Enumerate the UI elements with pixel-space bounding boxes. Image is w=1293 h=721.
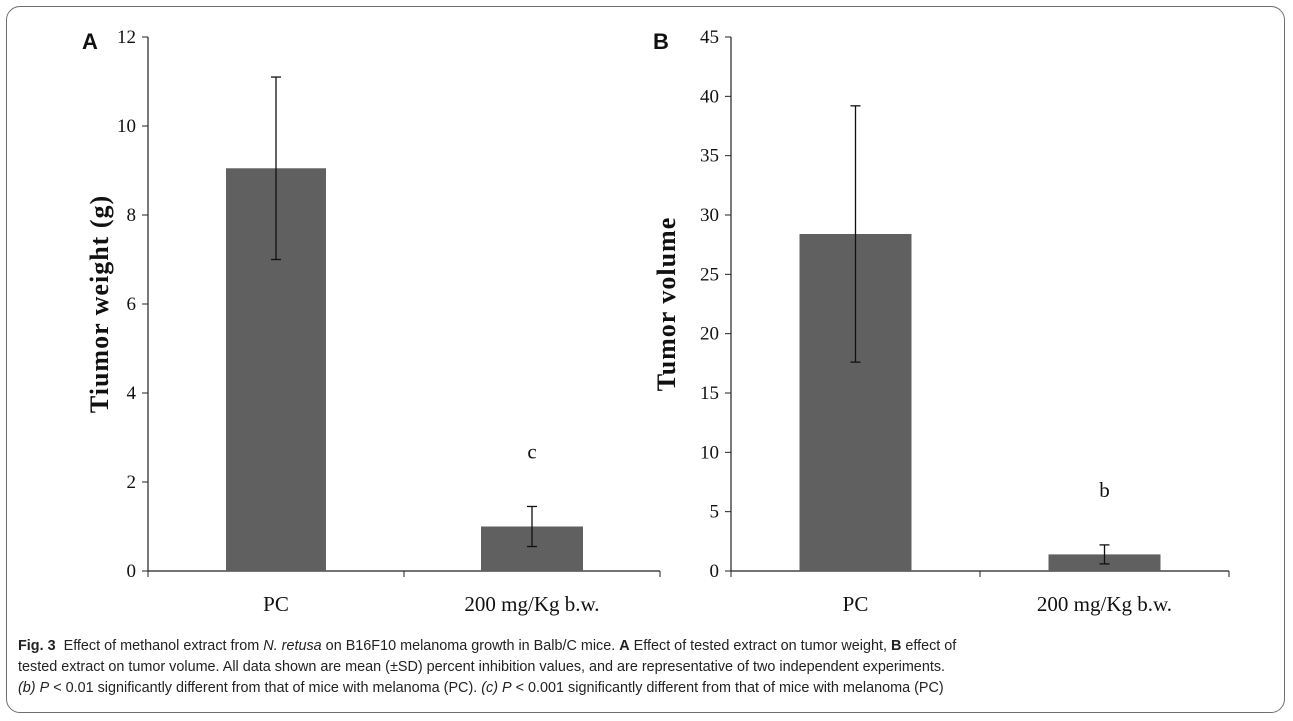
caption-text-1a: Effect of methanol extract from	[63, 638, 264, 654]
caption-text-3b: < 0.001 significantly different from tha…	[511, 680, 944, 696]
y-tick-label: 0	[127, 561, 137, 582]
y-tick-label: 25	[700, 264, 719, 285]
figure-frame	[6, 6, 1285, 713]
y-tick-label: 15	[700, 383, 719, 404]
caption-text-1c: Effect of tested extract on tumor weight…	[629, 638, 891, 654]
y-axis-label: Tiumor weight (g)	[85, 195, 114, 413]
caption-line-1: Fig. 3 Effect of methanol extract from N…	[18, 636, 1276, 657]
caption-line-2: tested extract on tumor volume. All data…	[18, 659, 946, 675]
y-tick-label: 12	[117, 27, 136, 48]
y-tick-label: 8	[127, 205, 137, 226]
significance-label: c	[527, 439, 536, 463]
caption-p-2: P	[502, 680, 512, 696]
y-tick-label: 30	[700, 205, 719, 226]
caption-sig-b: (b)	[18, 680, 36, 696]
y-tick-label: 20	[700, 324, 719, 345]
panel-label: A	[82, 29, 98, 54]
y-tick-label: 45	[700, 27, 719, 48]
y-tick-label: 40	[700, 86, 719, 107]
caption-text-1d: effect of	[901, 638, 957, 654]
figure-caption: Fig. 3 Effect of methanol extract from N…	[18, 636, 1276, 699]
caption-ref-a: A	[619, 638, 630, 654]
y-axis-label: Tumor volume	[652, 217, 681, 392]
caption-ref-b: B	[890, 638, 902, 654]
x-category-label: PC	[843, 592, 869, 616]
x-category-label: 200 mg/Kg b.w.	[1037, 592, 1172, 616]
significance-label: b	[1099, 478, 1110, 502]
y-tick-label: 0	[710, 561, 720, 582]
caption-sig-c: (c)	[481, 680, 499, 696]
chart-panel-a: A 0 2 4 6 8 10 12 PC c 200 mg/Kg b.w. Tiumor weight…	[82, 27, 661, 616]
x-category-label: PC	[263, 592, 289, 616]
caption-text-3a: < 0.01 significantly different from that…	[49, 680, 482, 696]
y-tick-label: 35	[700, 146, 719, 167]
chart-panel-b: B 0 5 10 15 20 25 30 35 40 45 PC b 200 mg/Kg b.w. Tumo…	[652, 27, 1230, 616]
panel-label: B	[653, 29, 669, 54]
caption-p-1: P	[39, 680, 50, 696]
caption-fig-label: Fig. 3	[18, 638, 56, 654]
caption-line-3: (b) P < 0.01 significantly different fro…	[18, 678, 1276, 699]
y-tick-label: 2	[127, 472, 137, 493]
y-tick-label: 6	[127, 294, 137, 315]
x-category-label: 200 mg/Kg b.w.	[464, 592, 599, 616]
y-tick-label: 4	[127, 383, 137, 404]
y-tick-label: 10	[700, 442, 719, 463]
caption-species: N. retusa	[263, 638, 322, 654]
caption-text-1b: on B16F10 melanoma growth in Balb/C mice…	[321, 638, 620, 654]
y-tick-label: 5	[710, 502, 720, 523]
y-tick-label: 10	[117, 116, 136, 137]
